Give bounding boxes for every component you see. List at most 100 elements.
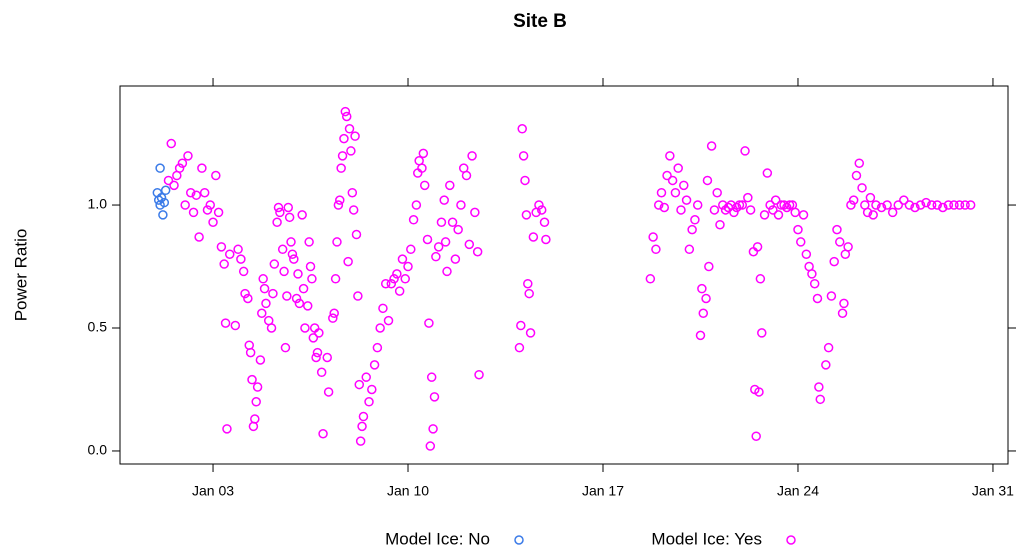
data-point (731, 202, 742, 213)
data-point (335, 195, 345, 205)
data-point (307, 274, 317, 284)
data-point (865, 192, 876, 203)
data-point (729, 207, 739, 218)
chart-title: Site B (513, 11, 567, 32)
data-point (186, 187, 196, 198)
data-point (692, 200, 703, 210)
data-point (245, 347, 256, 358)
data-point (702, 175, 713, 186)
data-point (284, 212, 295, 223)
data-point (347, 187, 358, 198)
data-point (312, 347, 323, 358)
data-point (343, 256, 353, 267)
x-tick-label: Jan 10 (387, 483, 429, 499)
data-point (851, 170, 862, 181)
data-point (518, 151, 529, 161)
data-point (243, 293, 253, 304)
data-point (893, 200, 904, 210)
data-point (341, 111, 352, 122)
data-point (361, 372, 371, 382)
data-point (197, 163, 207, 173)
data-point (765, 200, 775, 210)
data-point (426, 372, 437, 382)
data-point (417, 163, 427, 173)
data-point (425, 441, 436, 451)
data-point (667, 175, 678, 186)
data-point (690, 215, 700, 225)
data-point (862, 207, 873, 218)
data-point (796, 237, 806, 247)
data-point (348, 205, 359, 215)
data-point (358, 411, 369, 422)
data-point (447, 217, 458, 227)
data-point (333, 200, 344, 210)
data-point (279, 266, 289, 277)
data-point (887, 207, 898, 218)
data-point (272, 217, 282, 227)
data-point (514, 342, 525, 353)
data-point (823, 342, 834, 353)
data-point (807, 269, 817, 279)
data-point (355, 436, 366, 446)
data-point (517, 124, 527, 134)
data-point (541, 234, 551, 245)
data-point (155, 163, 165, 173)
data-point (339, 133, 349, 144)
data-point (737, 200, 748, 210)
data-point (224, 249, 235, 259)
data-point (534, 200, 544, 210)
legend-label: Model Ice: No (385, 529, 490, 548)
data-point (351, 229, 362, 240)
data-point (372, 342, 383, 353)
data-point (357, 421, 367, 432)
data-point (153, 195, 164, 205)
data-point (843, 242, 853, 252)
data-point (257, 308, 267, 318)
data-point (160, 185, 171, 196)
data-point (188, 207, 199, 218)
data-point (868, 210, 878, 220)
data-point (304, 237, 314, 247)
data-point (205, 200, 215, 210)
data-point (367, 384, 377, 395)
data-point (835, 237, 845, 247)
data-point (238, 266, 249, 277)
data-point (433, 242, 444, 252)
data-point (829, 256, 839, 267)
data-point (470, 207, 480, 218)
data-point (194, 232, 204, 242)
data-point (932, 200, 942, 210)
data-point (302, 301, 313, 311)
data-point (701, 293, 711, 304)
data-point (645, 274, 656, 284)
data-point (155, 200, 165, 210)
y-tick-label: 0.5 (88, 319, 108, 335)
data-point (673, 163, 683, 173)
data-point (734, 200, 745, 210)
data-point (921, 197, 931, 208)
data-point (282, 291, 292, 301)
data-point (166, 138, 177, 149)
data-point (252, 382, 263, 392)
data-point (784, 200, 795, 210)
data-point (943, 200, 954, 210)
data-point (328, 313, 338, 323)
data-point (248, 421, 259, 432)
data-point (826, 291, 837, 301)
data-point (882, 200, 892, 210)
data-point (422, 234, 433, 245)
data-point (298, 283, 309, 294)
data-point (520, 175, 530, 186)
data-point (445, 180, 455, 191)
data-point (236, 254, 246, 264)
data-point (770, 195, 781, 205)
data-point (815, 394, 826, 405)
data-point (960, 200, 970, 210)
data-point (291, 293, 302, 304)
data-point (240, 288, 250, 299)
data-point (353, 291, 363, 301)
x-tick-label: Jan 31 (972, 483, 1014, 499)
data-point (525, 328, 536, 338)
data-point (424, 318, 434, 328)
